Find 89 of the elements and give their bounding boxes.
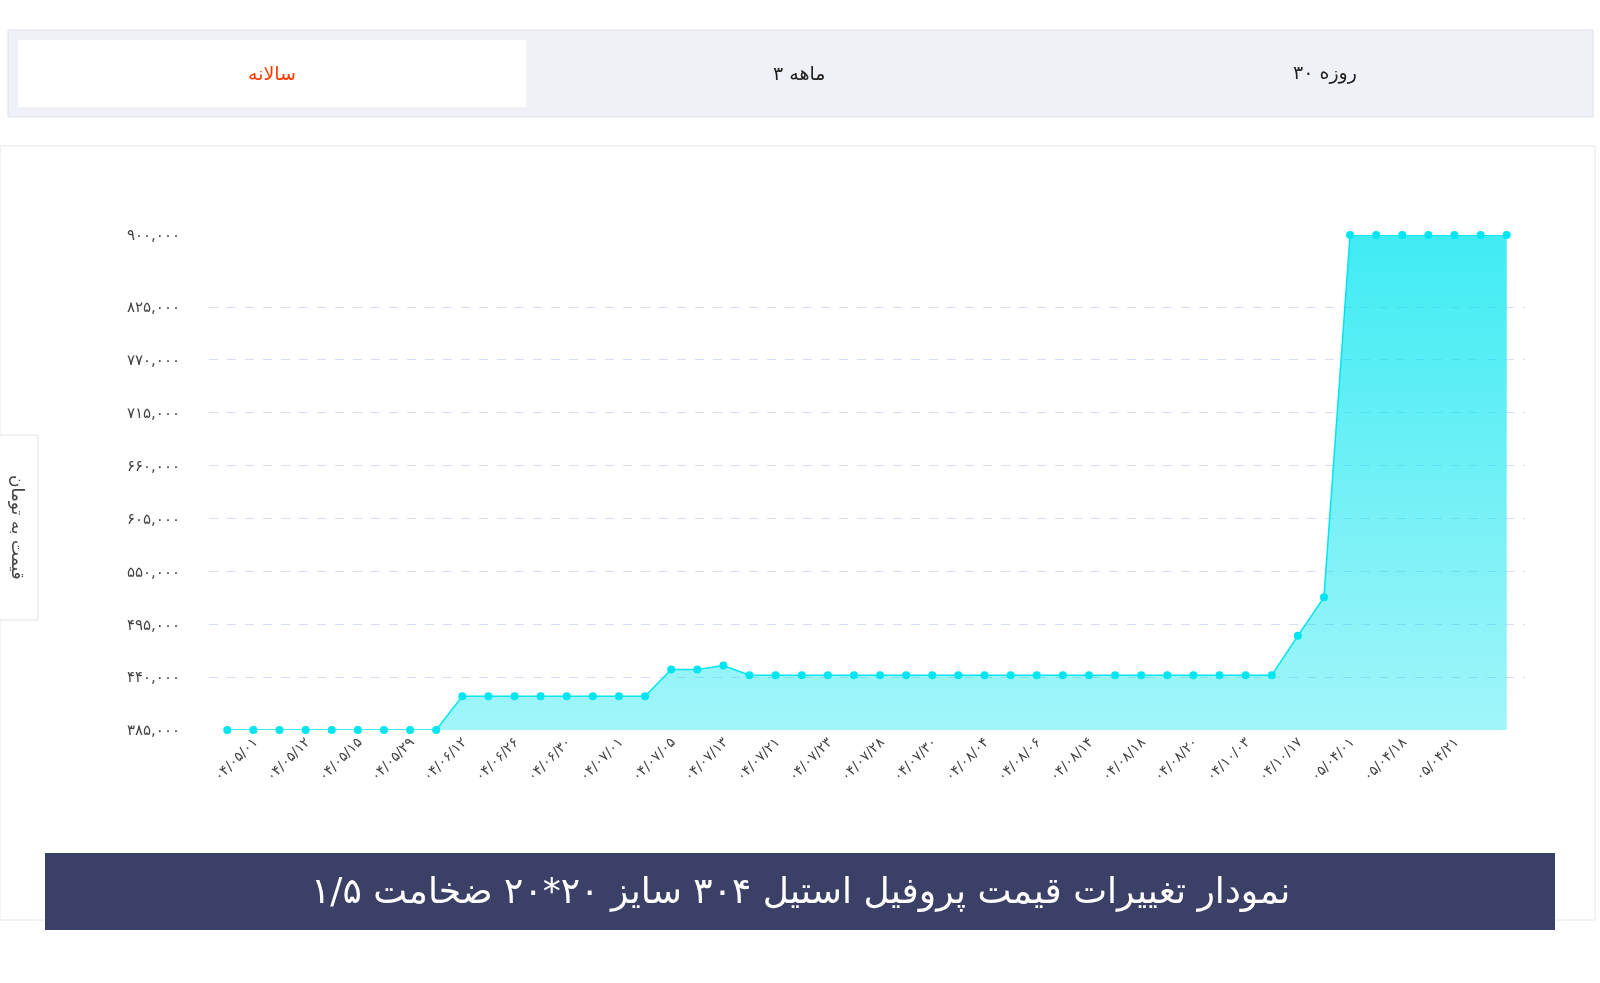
point [1319,593,1328,602]
x-tick-label: ۰۴/۰۷/۰۵ [628,733,679,784]
point [1346,231,1355,239]
x-tick-label: ۰۴/۰۶/۳۰ [523,733,574,784]
point [1476,231,1485,239]
point [353,726,362,734]
text: نمودار تغییرات قیمت پروفیل استیل ۳۰۴ سایز ۲۰*۲۰ ضخامت ۱/۵ [311,870,1291,912]
point [849,671,858,680]
point [745,671,754,680]
point [562,692,571,701]
x-tick-label: ۰۴/۰۸/۲۰ [1150,733,1201,784]
point [275,726,284,734]
point [1502,231,1511,239]
x-tick-label: ۰۴/۰۷/۳۰ [889,733,940,784]
x-tick-label: ۰۴/۰۷/۰۱ [576,733,627,784]
point [1424,231,1433,239]
point [484,692,493,701]
y-tick-label: ۸۲۵,۰۰۰ [126,298,180,317]
x-tick-label: ۰۴/۰۸/۱۴ [1046,733,1097,784]
point [1163,671,1172,680]
y-tick-label: ۳۸۵,۰۰۰ [126,721,180,740]
x-tick-label: ۰۵/۰۴/۰۱ [1307,733,1358,784]
x-tick-label: ۰۴/۰۷/۲۸ [837,733,888,784]
point [1032,671,1041,680]
point [614,692,623,701]
text: قیمت به تومان [8,475,28,580]
y-tick-label: ۴۹۵,۰۰۰ [126,615,180,634]
y-tick-label: ۶۰۵,۰۰۰ [126,509,180,528]
text: ۳۰ روزه [1293,61,1357,84]
y-tick-label: ۶۶۰,۰۰۰ [126,456,180,475]
x-tick-label: ۰۴/۱۰/۱۷ [1255,733,1306,784]
y-tick-label: ۵۵۰,۰۰۰ [126,562,180,581]
point [928,671,937,680]
point [510,692,519,701]
y-tick-label: ۷۷۰,۰۰۰ [126,351,180,370]
y-tick-label: ۷۱۵,۰۰۰ [126,404,180,423]
point [379,726,388,734]
point [223,726,232,734]
x-tick-label: ۰۴/۰۵/۲۹ [367,733,418,784]
x-tick-label: ۰۴/۰۸/۰۴ [941,733,992,784]
x-tick-label: ۰۴/۰۵/۱۵ [315,733,365,784]
x-tick-label: ۰۴/۰۸/۱۸ [1098,733,1149,784]
text: ۳ ماهه [773,62,826,84]
point [771,671,780,680]
x-tick-label: ۰۵/۰۴/۲۱ [1411,733,1462,784]
point [327,726,336,734]
point [954,671,963,680]
x-tick-label: ۰۴/۰۶/۱۲ [419,733,470,784]
point [1398,231,1407,239]
point [588,692,597,701]
x-tick-label: ۰۴/۱۰/۰۳ [1202,733,1254,784]
x-tick-label: ۰۵/۰۴/۱۸ [1359,733,1410,784]
point [432,726,441,734]
point [980,671,989,680]
point [1241,671,1250,680]
point [249,726,258,734]
text: سالانه [248,62,297,84]
point [641,692,650,701]
y-tick-label: ۴۴۰,۰۰۰ [126,668,180,687]
point [667,665,676,674]
point [406,726,415,734]
point [719,661,728,670]
point [1006,671,1015,680]
x-tick-label: ۰۴/۰۸/۰۶ [993,733,1044,784]
point [1189,671,1198,680]
point [1111,671,1120,680]
point [1293,631,1302,640]
x-tick-label: ۰۴/۰۷/۱۳ [680,733,731,784]
point [1450,231,1459,239]
point [1137,671,1146,680]
point [301,726,310,734]
point [1084,671,1093,680]
point [1215,671,1224,680]
point [693,665,702,674]
x-tick-label: ۰۴/۰۷/۲۳ [785,733,836,784]
point [1372,231,1381,239]
point [536,692,545,701]
x-tick-label: ۰۴/۰۵/۱۲ [262,733,313,784]
point [797,671,806,680]
point [1267,671,1276,680]
point [458,692,467,701]
x-tick-label: ۰۴/۰۷/۲۱ [732,733,783,784]
point [1058,671,1067,680]
point [823,671,832,680]
x-tick-label: ۰۴/۰۵/۰۱ [210,733,261,784]
point [902,671,911,680]
x-tick-label: ۰۴/۰۶/۲۶ [471,733,522,784]
point [876,671,885,680]
y-tick-label: ۹۰۰,۰۰۰ [126,226,180,245]
